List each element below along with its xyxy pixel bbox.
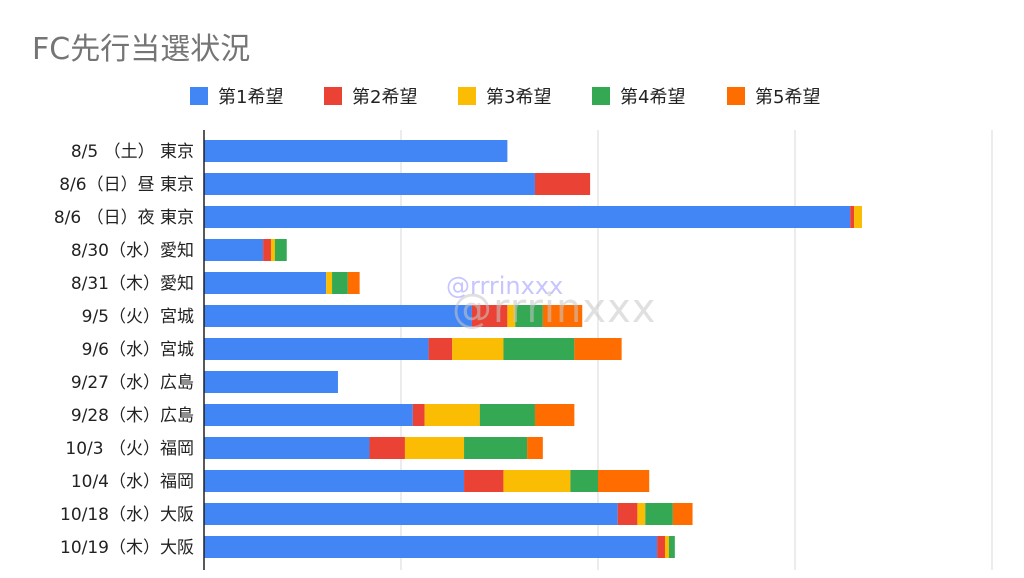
category-label-1: 8/5 （土） 東京 [71, 142, 194, 162]
bar-6-2 [471, 305, 508, 327]
bar-11-5 [598, 470, 650, 492]
bar-1-1 [204, 140, 508, 162]
legend-swatch-4 [592, 87, 610, 105]
bar-10-5 [527, 437, 543, 459]
bar-3-3 [854, 206, 862, 228]
category-label-6: 9/5（火）宮城 [82, 307, 194, 327]
bar-11-1 [204, 470, 465, 492]
bar-12-5 [672, 503, 693, 525]
category-label-10: 10/3 （火）福岡 [65, 439, 194, 459]
bar-2-2 [534, 173, 591, 195]
bar-6-4 [515, 305, 543, 327]
category-label-9: 9/28（木）広島 [71, 406, 194, 426]
bar-7-1 [204, 338, 429, 360]
category-label-3: 8/6 （日）夜 東京 [54, 208, 194, 228]
bar-8-1 [204, 371, 338, 393]
legend-label-2: 第2希望 [352, 87, 417, 108]
legend-label-3: 第3希望 [486, 87, 551, 108]
bar-2-1 [204, 173, 535, 195]
category-label-4: 8/30（水）愛知 [71, 241, 194, 261]
category-label-5: 8/31（木）愛知 [71, 274, 194, 294]
bar-6-3 [507, 305, 516, 327]
bar-10-1 [204, 437, 370, 459]
bar-5-5 [347, 272, 360, 294]
bar-13-4 [668, 536, 675, 558]
bar-11-4 [570, 470, 598, 492]
bar-5-1 [204, 272, 327, 294]
bar-12-1 [204, 503, 618, 525]
bar-12-3 [637, 503, 646, 525]
bar-9-3 [424, 404, 480, 426]
bar-11-2 [464, 470, 504, 492]
bar-7-2 [428, 338, 453, 360]
bar-7-5 [574, 338, 622, 360]
category-label-2: 8/6（日）昼 東京 [59, 175, 194, 195]
category-label-12: 10/18（水）大阪 [60, 505, 194, 525]
category-label-13: 10/19（木）大阪 [60, 538, 194, 558]
chart-title: FC先行当選状況 [32, 32, 251, 67]
legend-label-5: 第5希望 [755, 87, 820, 108]
bar-4-4 [274, 239, 287, 261]
bar-9-4 [479, 404, 535, 426]
bar-6-1 [204, 305, 472, 327]
bar-9-5 [534, 404, 575, 426]
category-label-8: 9/27（水）広島 [71, 373, 194, 393]
bar-7-4 [503, 338, 575, 360]
bar-4-1 [204, 239, 264, 261]
bar-13-3 [664, 536, 669, 558]
category-label-11: 10/4（水）福岡 [71, 472, 194, 492]
bar-9-2 [412, 404, 425, 426]
legend-swatch-2 [324, 87, 342, 105]
bar-10-2 [369, 437, 405, 459]
legend-swatch-3 [458, 87, 476, 105]
bar-9-1 [204, 404, 413, 426]
category-label-7: 9/6（水）宮城 [82, 340, 194, 360]
bar-12-4 [645, 503, 673, 525]
legend-label-1: 第1希望 [218, 87, 283, 108]
bar-3-2 [850, 206, 855, 228]
legend-swatch-5 [727, 87, 745, 105]
legend-label-4: 第4希望 [620, 87, 685, 108]
legend-swatch-1 [190, 87, 208, 105]
bar-3-1 [204, 206, 851, 228]
bar-7-3 [452, 338, 504, 360]
bar-5-3 [326, 272, 333, 294]
bar-4-3 [270, 239, 275, 261]
bar-13-1 [204, 536, 658, 558]
bar-13-2 [657, 536, 665, 558]
bar-10-3 [404, 437, 465, 459]
bar-4-2 [263, 239, 271, 261]
bar-6-5 [542, 305, 583, 327]
bar-10-4 [464, 437, 528, 459]
bar-12-2 [617, 503, 638, 525]
bar-5-4 [332, 272, 348, 294]
bar-11-3 [503, 470, 571, 492]
